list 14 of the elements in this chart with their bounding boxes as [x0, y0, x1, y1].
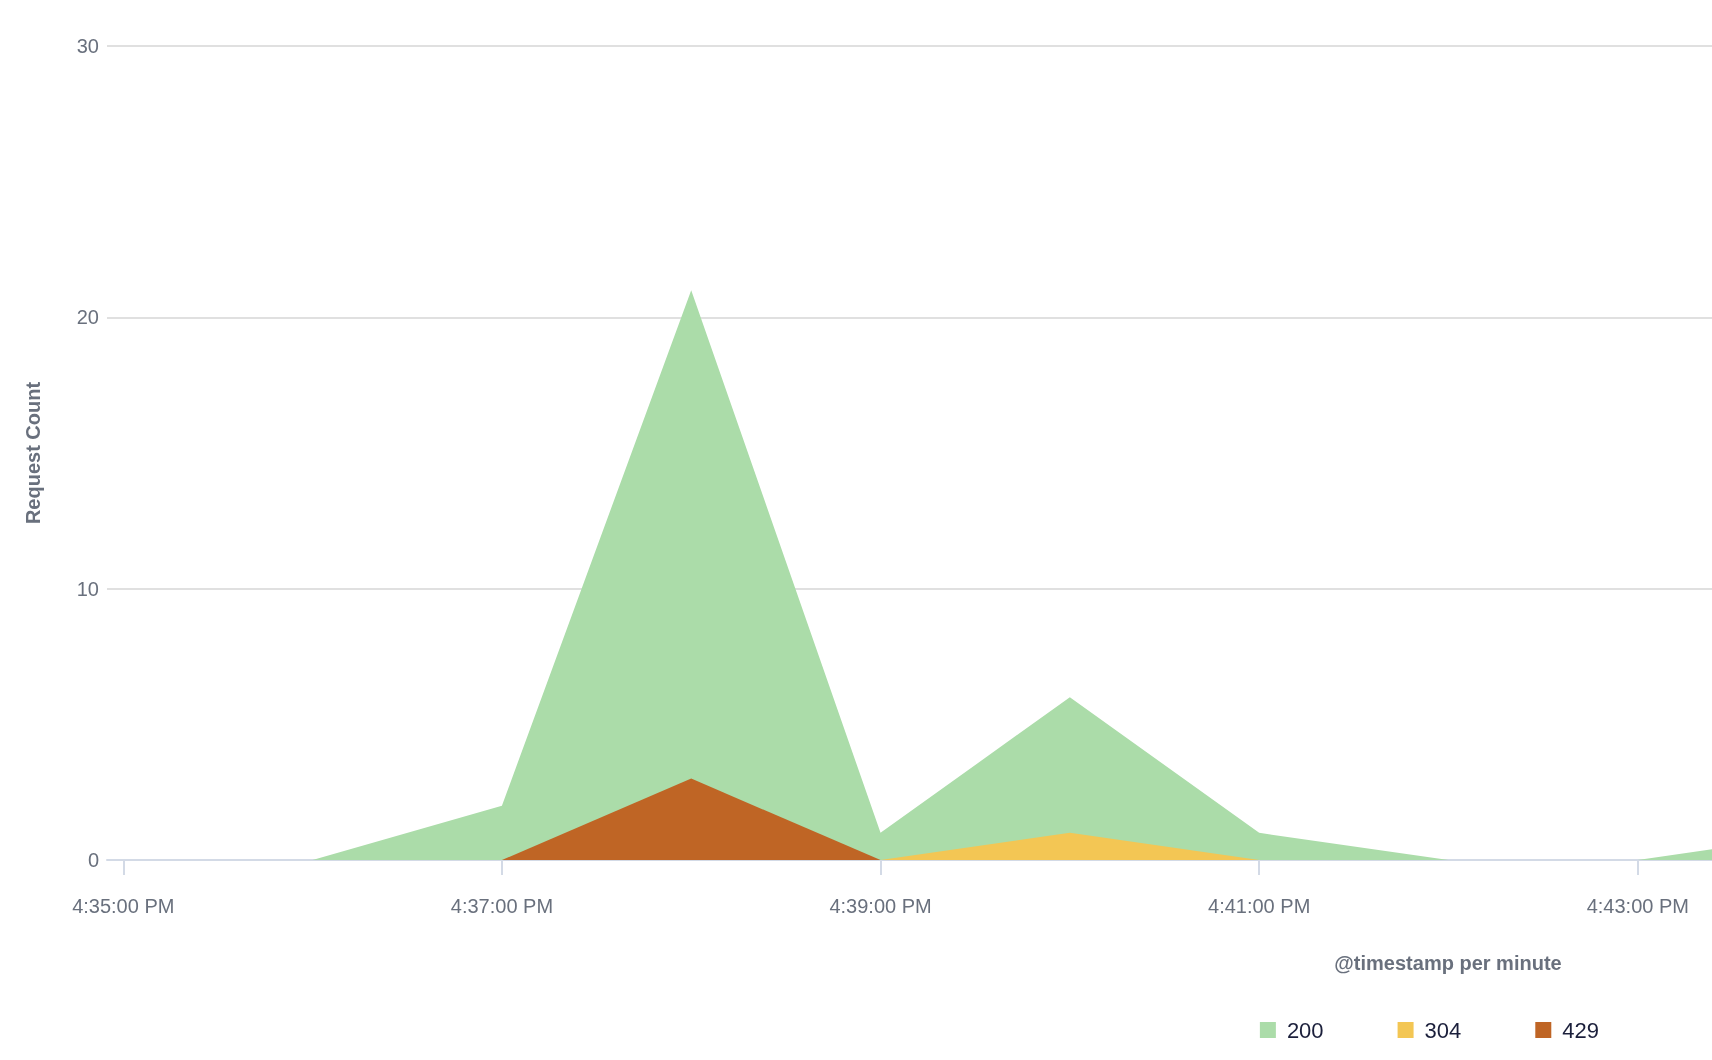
y-axis-title: Request Count	[22, 381, 44, 525]
y-tick-label: 10	[76, 577, 99, 600]
y-tick-label: 20	[76, 306, 99, 329]
x-tick-label: 4:39:00 PM	[829, 895, 932, 917]
x-tick-label: 4:41:00 PM	[1208, 895, 1311, 917]
x-tick-label: 4:37:00 PM	[450, 895, 554, 917]
legend-label: 429	[1562, 1017, 1600, 1043]
x-tick-label: 4:35:00 PM	[72, 895, 175, 917]
x-axis-title: @timestamp per minute	[1334, 952, 1562, 974]
legend-label: 200	[1286, 1017, 1324, 1043]
y-tick-label: 0	[87, 849, 99, 871]
y-tick-label: 30	[76, 35, 99, 57]
legend-label: 304	[1424, 1017, 1462, 1043]
x-tick-label: 4:43:00 PM	[1586, 895, 1689, 917]
